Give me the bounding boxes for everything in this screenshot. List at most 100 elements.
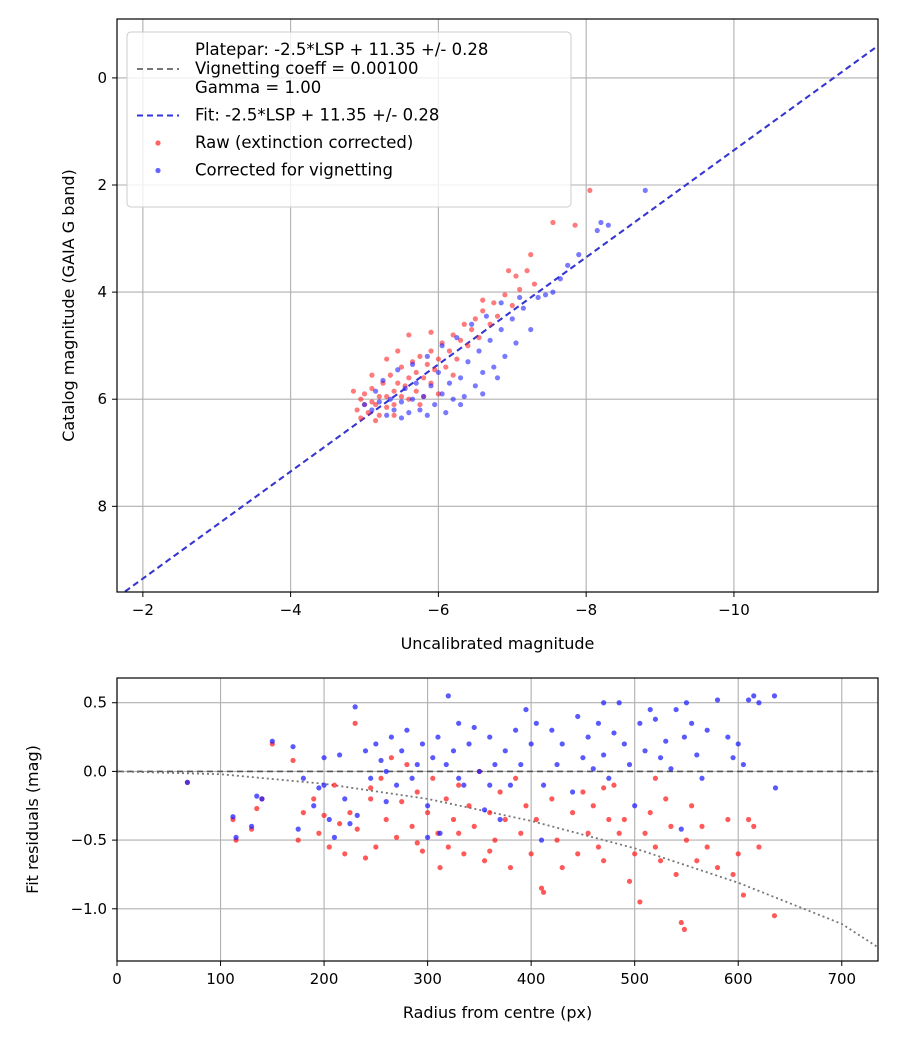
data-point <box>413 380 419 386</box>
data-point <box>254 793 260 799</box>
y-tick-label: −1.0 <box>71 900 107 918</box>
data-point <box>611 730 617 736</box>
data-point <box>295 837 301 843</box>
y-tick-label: 0.5 <box>83 694 107 712</box>
data-point <box>601 785 607 791</box>
data-point <box>657 755 664 761</box>
y-tick-label: 4 <box>97 283 107 301</box>
data-point <box>689 803 695 809</box>
data-point <box>466 803 472 809</box>
data-point <box>632 851 638 857</box>
data-point <box>290 744 296 750</box>
data-point <box>350 388 357 394</box>
data-point <box>595 720 602 726</box>
data-point <box>472 383 478 389</box>
data-point <box>465 343 471 349</box>
data-point <box>326 844 332 850</box>
data-point <box>585 734 591 740</box>
data-point <box>513 775 519 781</box>
data-point <box>621 741 627 747</box>
x-axis-label: Uncalibrated magnitude <box>401 634 595 653</box>
data-point <box>549 727 555 733</box>
data-point <box>402 385 408 392</box>
data-point <box>513 727 519 733</box>
data-point <box>540 782 547 788</box>
data-point <box>554 837 560 843</box>
data-point <box>388 734 394 740</box>
data-point <box>443 796 449 802</box>
series-raw <box>350 187 593 424</box>
data-point <box>437 864 443 871</box>
data-point <box>465 359 471 365</box>
data-point <box>606 816 612 823</box>
data-point <box>398 415 405 421</box>
data-point <box>361 401 368 408</box>
data-point <box>476 348 482 354</box>
data-point <box>616 830 622 836</box>
data-point <box>300 775 306 781</box>
data-point <box>772 785 779 791</box>
data-point <box>295 826 301 832</box>
data-point <box>373 741 379 747</box>
data-point <box>450 748 457 754</box>
fit-line <box>122 44 878 592</box>
data-point <box>520 305 526 311</box>
data-point <box>569 789 576 795</box>
data-point <box>342 796 348 802</box>
data-point <box>590 803 596 809</box>
data-point <box>559 864 565 871</box>
data-point <box>446 380 453 386</box>
legend-label: Platepar: -2.5*LSP + 11.35 +/- 0.28 <box>195 40 488 59</box>
data-point <box>435 356 441 362</box>
data-point <box>745 816 752 823</box>
data-point <box>575 713 581 720</box>
data-point <box>632 803 638 809</box>
data-point <box>417 407 423 413</box>
data-point <box>450 372 456 378</box>
data-point <box>457 401 464 408</box>
data-point <box>497 789 503 795</box>
data-point <box>533 816 539 823</box>
x-tick-label: 100 <box>206 970 235 988</box>
data-point <box>580 755 586 761</box>
data-point <box>248 823 255 829</box>
data-point <box>316 785 322 791</box>
data-point <box>414 840 420 846</box>
data-point <box>383 799 389 805</box>
data-point <box>425 834 431 840</box>
data-point <box>393 782 400 788</box>
data-point <box>513 340 519 346</box>
y-tick-label: 0.0 <box>83 762 107 780</box>
data-point <box>424 412 430 418</box>
data-point <box>601 700 607 706</box>
data-point <box>498 326 504 333</box>
data-point <box>376 412 382 418</box>
data-point <box>437 830 443 836</box>
data-point <box>694 858 700 864</box>
data-point <box>771 693 778 699</box>
data-point <box>517 294 523 301</box>
data-point <box>745 697 752 703</box>
data-point <box>507 782 514 788</box>
data-point <box>471 724 477 731</box>
data-point <box>487 337 493 343</box>
data-point <box>528 326 534 333</box>
data-point <box>554 761 560 768</box>
data-point <box>233 834 239 840</box>
data-point <box>372 401 379 408</box>
data-point <box>311 796 317 802</box>
data-point <box>735 851 741 857</box>
x-tick-label: −10 <box>718 601 750 619</box>
data-point <box>587 187 593 193</box>
data-point <box>528 851 534 857</box>
data-point <box>626 761 633 768</box>
data-point <box>399 748 405 754</box>
data-point <box>456 720 462 726</box>
data-point <box>372 388 379 394</box>
data-point <box>524 268 530 274</box>
data-point <box>565 262 571 268</box>
data-point <box>439 343 445 349</box>
y-tick-label: 2 <box>97 176 107 194</box>
data-point <box>491 300 497 306</box>
